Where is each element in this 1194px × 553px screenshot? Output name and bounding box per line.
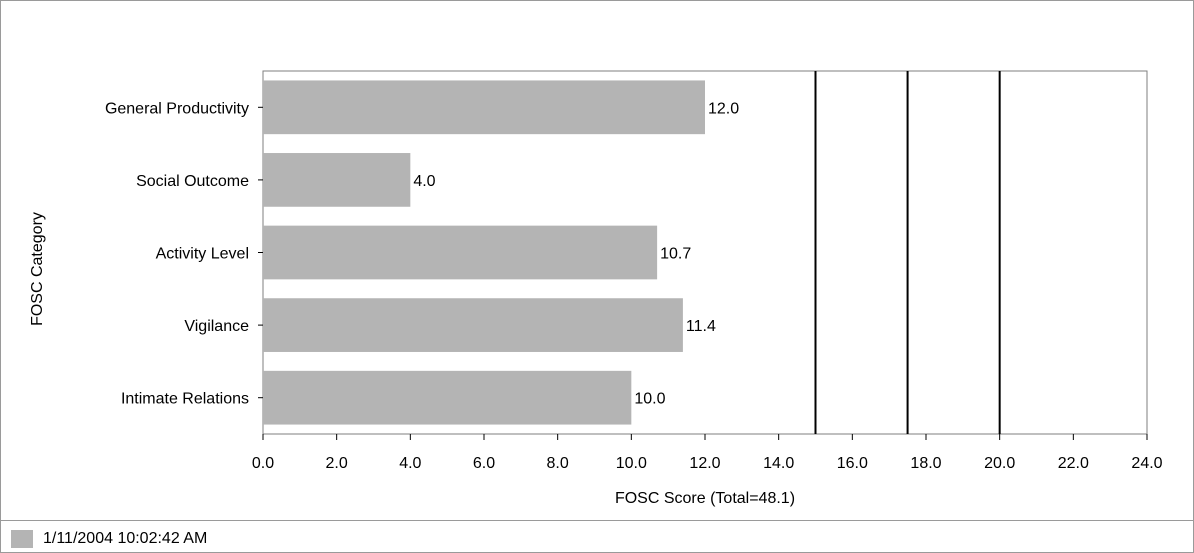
category-label: Social Outcome [136, 173, 249, 190]
x-axis-title: FOSC Score (Total=48.1) [615, 490, 795, 507]
x-tick-label: 4.0 [399, 455, 421, 472]
category-label: Intimate Relations [121, 391, 249, 408]
x-tick-label: 12.0 [689, 455, 720, 472]
bar-1 [263, 153, 411, 207]
x-tick-label: 24.0 [1131, 455, 1162, 472]
value-label: 10.7 [660, 246, 691, 263]
legend-swatch [11, 530, 33, 548]
y-axis-title: FOSC Category [29, 212, 46, 326]
bar-chart: General Productivity 12.0 Social Outcome 4.… [29, 70, 1163, 507]
bar-0 [263, 80, 705, 135]
value-label: 10.0 [634, 391, 665, 408]
x-tick-label: 6.0 [473, 455, 495, 472]
x-tick-label: 0.0 [252, 455, 274, 472]
category-label: Vigilance [184, 318, 249, 335]
value-label: 11.4 [686, 318, 716, 335]
category-label: General Productivity [105, 100, 249, 117]
x-tick-label: 16.0 [837, 455, 868, 472]
x-tick-label: 10.0 [616, 455, 647, 472]
value-label: 12.0 [708, 100, 739, 117]
category-label: Activity Level [156, 246, 249, 263]
x-tick-label: 22.0 [1058, 455, 1089, 472]
plot-area: General Productivity 12.0 Social Outcome 4.… [105, 70, 1163, 472]
x-tick-label: 8.0 [547, 455, 569, 472]
value-label: 4.0 [413, 173, 435, 190]
bar-2 [263, 225, 658, 280]
legend-divider [1, 520, 1194, 521]
x-tick-label: 18.0 [910, 455, 941, 472]
x-tick-label: 14.0 [763, 455, 794, 472]
bar-4 [263, 370, 632, 425]
legend-label: 1/11/2004 10:02:42 AM [43, 530, 208, 547]
legend: 1/11/2004 10:02:42 AM [11, 529, 207, 549]
x-tick-label: 2.0 [326, 455, 348, 472]
bar-3 [263, 298, 683, 352]
x-tick-label: 20.0 [984, 455, 1015, 472]
